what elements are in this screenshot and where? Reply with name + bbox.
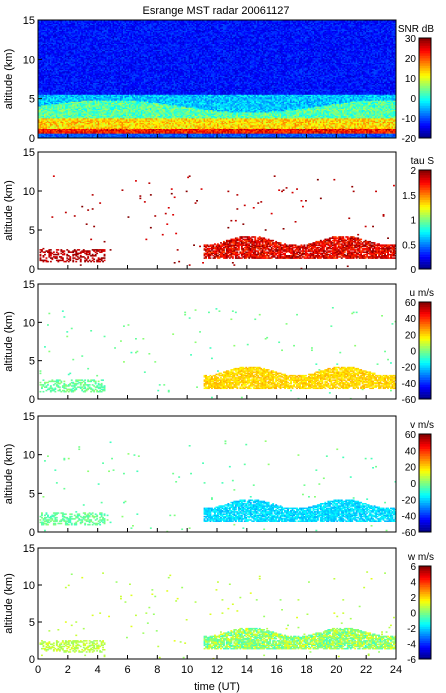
heatmap-cells [38,20,396,138]
figure-title: Esrange MST radar 20061127 [143,5,290,17]
x-axis-label: time (UT) [194,681,240,693]
